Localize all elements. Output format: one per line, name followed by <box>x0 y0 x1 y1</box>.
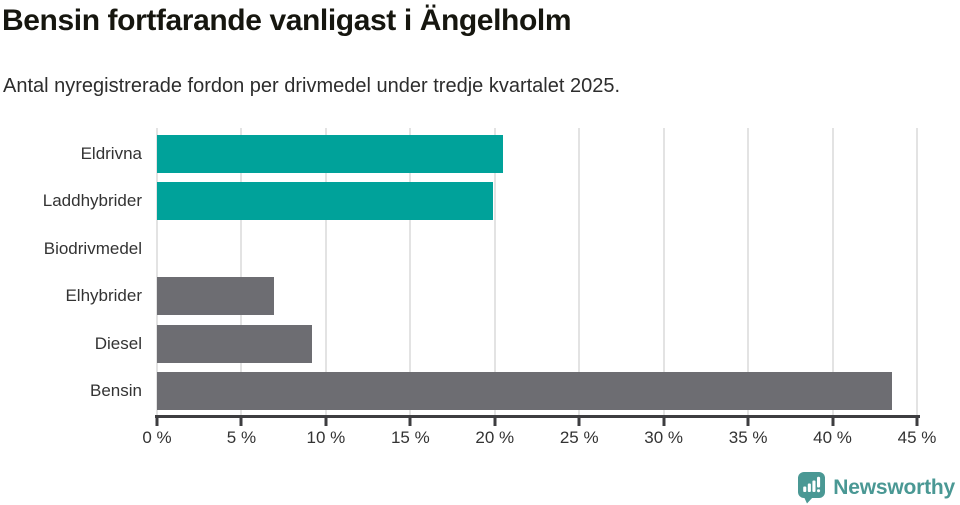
bar-eldrivna <box>157 134 504 173</box>
x-tick-15 <box>408 418 412 426</box>
bar-bensin <box>157 372 892 411</box>
category-label-biodrivmedel: Biodrivmedel <box>43 238 142 258</box>
x-tick-35 <box>746 418 750 426</box>
x-tick-label-45: 45 % <box>897 428 937 447</box>
x-tick-label-40: 40 % <box>813 428 852 447</box>
chart-subtitle: Antal nyregistrerade fordon per drivmede… <box>3 75 621 97</box>
category-label-elhybrider: Elhybrider <box>65 286 142 306</box>
x-tick-label-5: 5 % <box>226 428 257 447</box>
x-tick-label-10: 10 % <box>306 428 346 447</box>
x-tick-label-20: 20 % <box>475 428 515 447</box>
gridline-20 <box>493 128 496 415</box>
category-labels: Eldrivna Laddhybrider Biodrivmedel Elhybrid… <box>0 130 142 415</box>
category-label-diesel: Diesel <box>94 333 142 353</box>
category-label-eldrivna: Eldrivna <box>80 143 142 163</box>
x-axis-line <box>155 415 920 418</box>
x-tick-0 <box>155 418 159 426</box>
newsworthy-logo: Newsworthy <box>797 471 955 504</box>
gridline-25 <box>578 128 581 415</box>
x-tick-5 <box>239 418 243 426</box>
bar-diesel <box>157 324 313 363</box>
bar-elhybrider <box>157 277 274 316</box>
gridline-40 <box>831 128 834 415</box>
x-tick-label-30: 30 % <box>644 428 684 447</box>
gridline-10 <box>324 128 327 415</box>
gridline-15 <box>409 128 412 415</box>
x-tick-45 <box>915 418 919 426</box>
x-tick-40 <box>831 418 835 426</box>
gridline-35 <box>747 128 750 415</box>
bar-laddhybrider <box>157 182 494 221</box>
x-tick-30 <box>662 418 666 426</box>
x-axis: 0 % 5 % 10 % 15 % 20 % 25 % 30 % 35 % 40 % 45 % <box>142 415 936 460</box>
gridline-5 <box>240 128 243 415</box>
x-tick-10 <box>324 418 328 426</box>
gridline-0 <box>156 128 158 415</box>
x-tick-label-35: 35 % <box>728 428 768 447</box>
x-tick-label-15: 15 % <box>390 428 430 447</box>
x-tick-label-25: 25 % <box>559 428 599 447</box>
x-tick-label-0: 0 % <box>142 428 172 447</box>
newsworthy-wordmark: Newsworthy <box>833 475 955 499</box>
plot-area <box>156 128 918 415</box>
gridline-30 <box>662 128 665 415</box>
category-label-bensin: Bensin <box>90 381 142 401</box>
x-tick-20 <box>493 418 497 426</box>
gridline-45 <box>916 128 918 415</box>
category-label-laddhybrider: Laddhybrider <box>42 191 142 211</box>
x-tick-25 <box>577 418 581 426</box>
chart-title: Bensin fortfarande vanligast i Ängelholm <box>2 4 572 37</box>
newsworthy-icon <box>798 472 826 504</box>
